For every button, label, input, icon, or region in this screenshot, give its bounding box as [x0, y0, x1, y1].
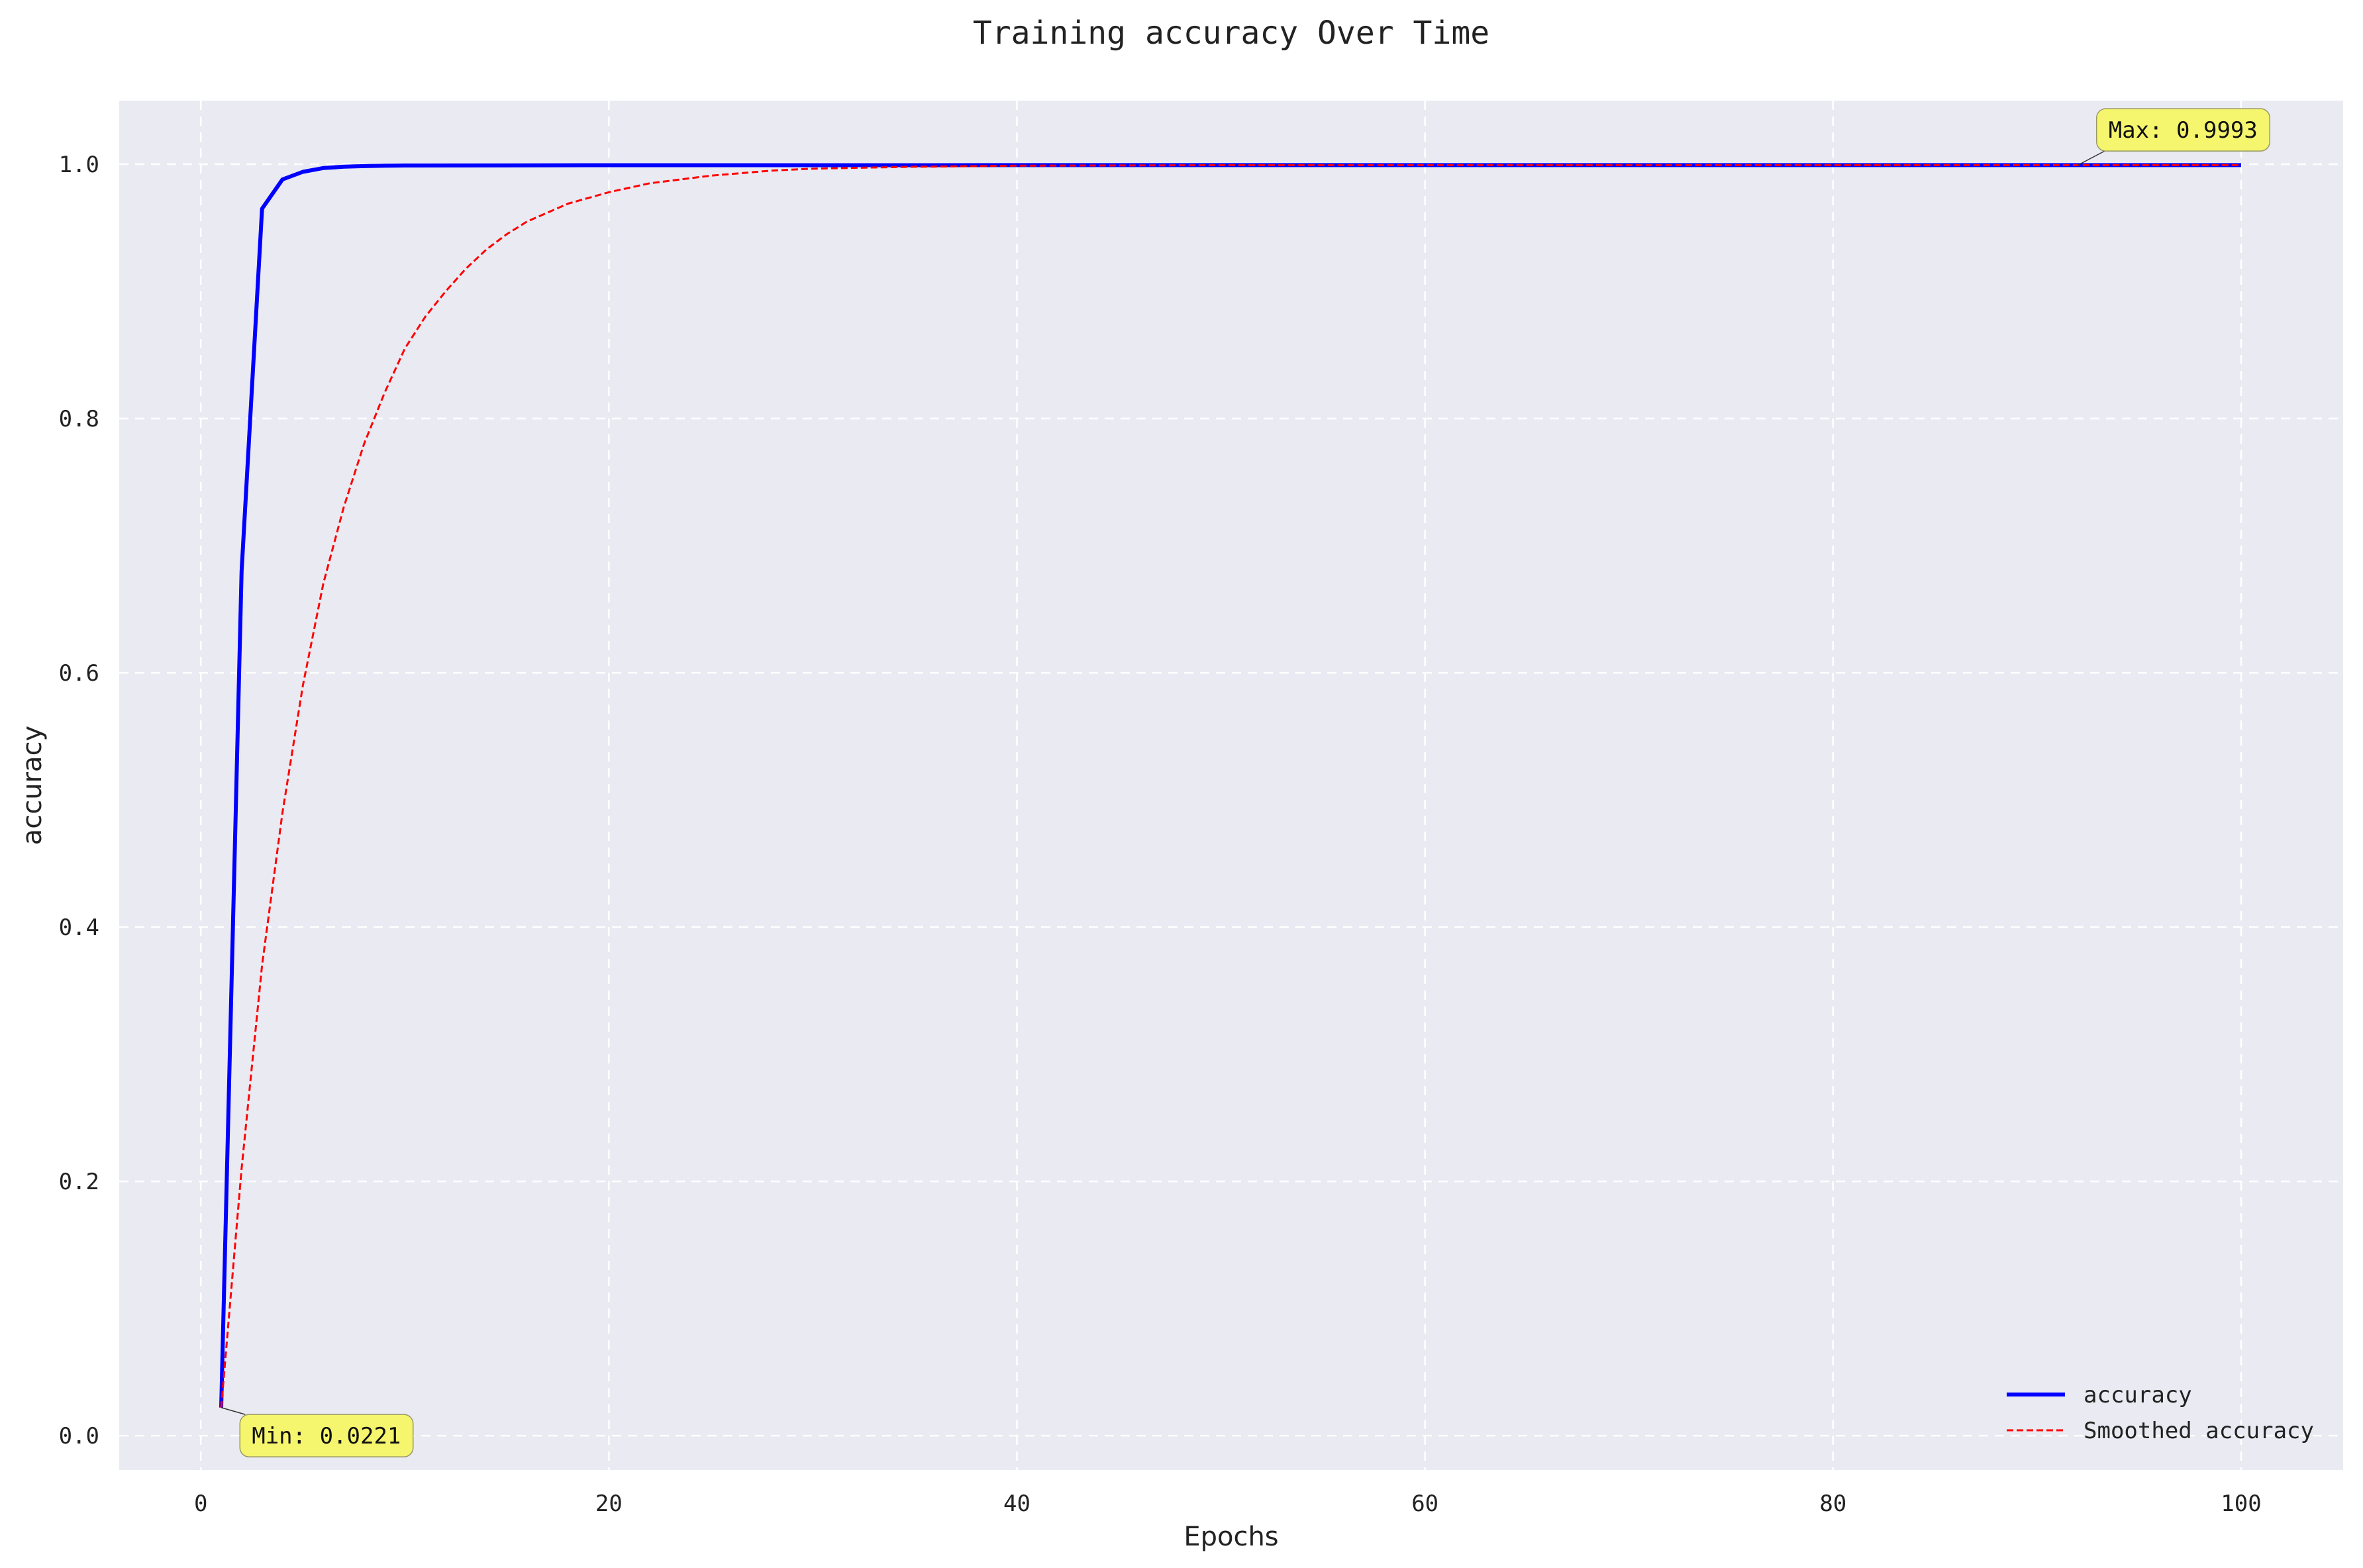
- y-tick-label: 1.0: [59, 152, 99, 178]
- y-tick-label: 0.6: [59, 660, 99, 687]
- x-tick-label: 40: [1003, 1491, 1031, 1517]
- x-tick-label: 80: [1819, 1491, 1846, 1517]
- x-axis-ticks: 0 20 40 60 80 100: [194, 1491, 2262, 1517]
- x-tick-label: 100: [2221, 1491, 2261, 1517]
- x-tick-label: 60: [1411, 1491, 1438, 1517]
- annotation-text: Min: 0.0221: [252, 1423, 401, 1449]
- y-tick-label: 0.0: [59, 1423, 99, 1449]
- annotation-min: Min: 0.0221: [221, 1408, 413, 1457]
- x-tick-label: 0: [194, 1491, 207, 1517]
- y-tick-label: 0.4: [59, 914, 99, 941]
- legend-label-1: Smoothed accuracy: [2084, 1418, 2314, 1444]
- plot-background: [119, 101, 2343, 1470]
- chart-title: Training accuracy Over Time: [973, 15, 1489, 52]
- x-tick-label: 20: [595, 1491, 623, 1517]
- y-tick-label: 0.8: [59, 406, 99, 432]
- legend-label-0: accuracy: [2084, 1382, 2192, 1408]
- y-axis-ticks: 0.0 0.2 0.4 0.6 0.8 1.0: [59, 152, 99, 1449]
- y-tick-label: 0.2: [59, 1169, 99, 1195]
- annotation-text: Max: 0.9993: [2109, 117, 2258, 144]
- y-axis-label: accuracy: [17, 726, 48, 845]
- x-axis-label: Epochs: [1183, 1522, 1278, 1552]
